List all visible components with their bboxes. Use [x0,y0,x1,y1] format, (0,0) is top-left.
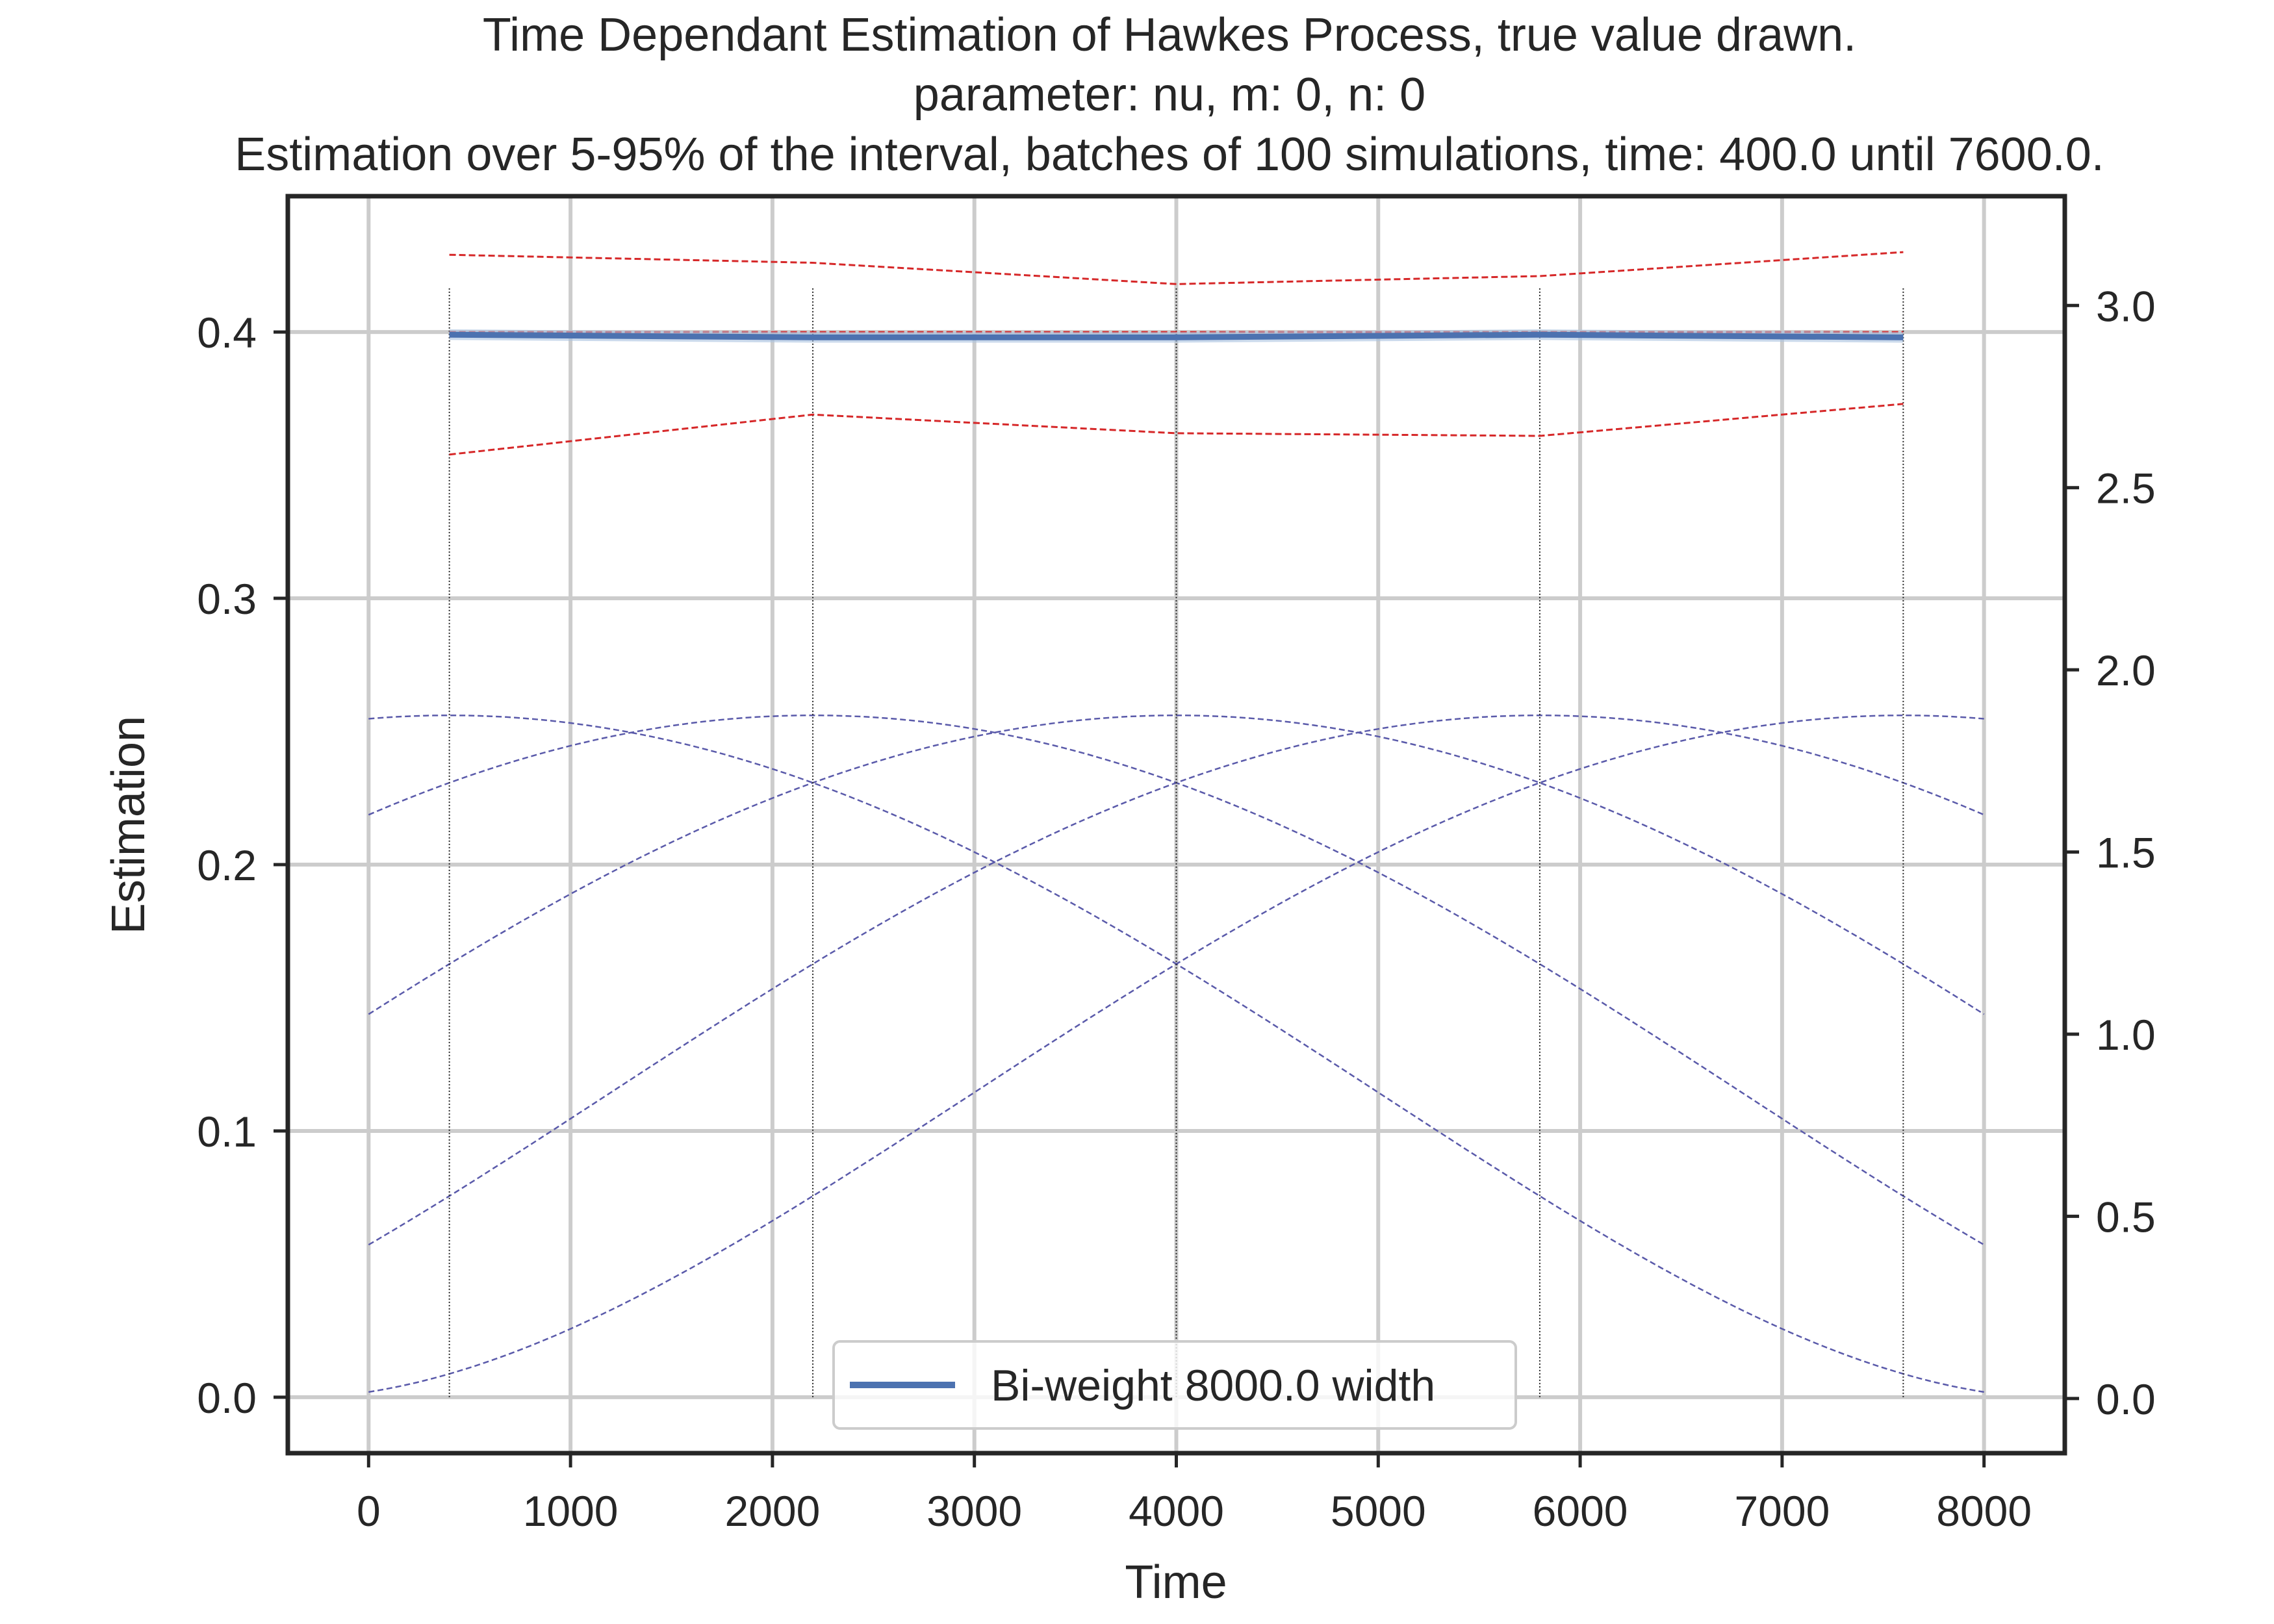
kernel-curve [368,714,1985,1015]
y-tick-label: 0.4 [197,309,257,357]
series-layer [449,331,1904,340]
right-y-tick-label: 1.0 [2096,1011,2156,1059]
x-tick-label: 8000 [1936,1487,2032,1535]
y-axis-ticks: 0.0 0.1 0.2 0.3 0.4 [197,309,288,1422]
chart-title-line-3: Estimation over 5-95% of the interval, b… [235,129,2104,181]
chart-title-line-2: parameter: nu, m: 0, n: 0 [913,69,1425,121]
right-y-tick-label: 1.5 [2096,829,2156,877]
right-y-axis-ticks: 0.0 0.5 1.0 1.5 2.0 2.5 3.0 [2065,282,2156,1423]
x-tick-label: 4000 [1129,1487,1224,1535]
right-y-tick-label: 3.0 [2096,282,2156,330]
quantile-upper-line [449,251,1904,285]
x-axis-label: Time [1125,1556,1227,1608]
y-tick-label: 0.3 [197,575,257,623]
right-y-tick-label: 0.0 [2096,1375,2156,1423]
x-tick-label: 0 [357,1487,381,1535]
legend: Bi-weight 8000.0 width [832,1340,1517,1430]
series-line-biweight [449,331,1904,340]
x-axis-ticks: 0 1000 2000 3000 4000 5000 6000 7000 8000 [357,1453,2032,1535]
right-y-tick-label: 2.5 [2096,464,2156,513]
quantile-lower-line [449,403,1904,456]
x-tick-label: 3000 [926,1487,1022,1535]
x-tick-label: 5000 [1331,1487,1426,1535]
x-tick-label: 7000 [1734,1487,1830,1535]
chart-title-line-1: Time Dependant Estimation of Hawkes Proc… [483,9,1856,61]
y-axis-label: Estimation [103,716,155,934]
y-tick-label: 0.2 [197,841,257,889]
right-y-tick-label: 2.0 [2096,646,2156,694]
legend-entry-label: Bi-weight 8000.0 width [991,1361,1435,1410]
y-tick-label: 0.1 [197,1108,257,1156]
x-tick-label: 2000 [724,1487,820,1535]
right-y-tick-label: 0.5 [2096,1193,2156,1241]
y-tick-label: 0.0 [197,1374,257,1422]
x-tick-label: 6000 [1533,1487,1628,1535]
legend-box [832,1340,1517,1430]
x-tick-label: 1000 [523,1487,619,1535]
